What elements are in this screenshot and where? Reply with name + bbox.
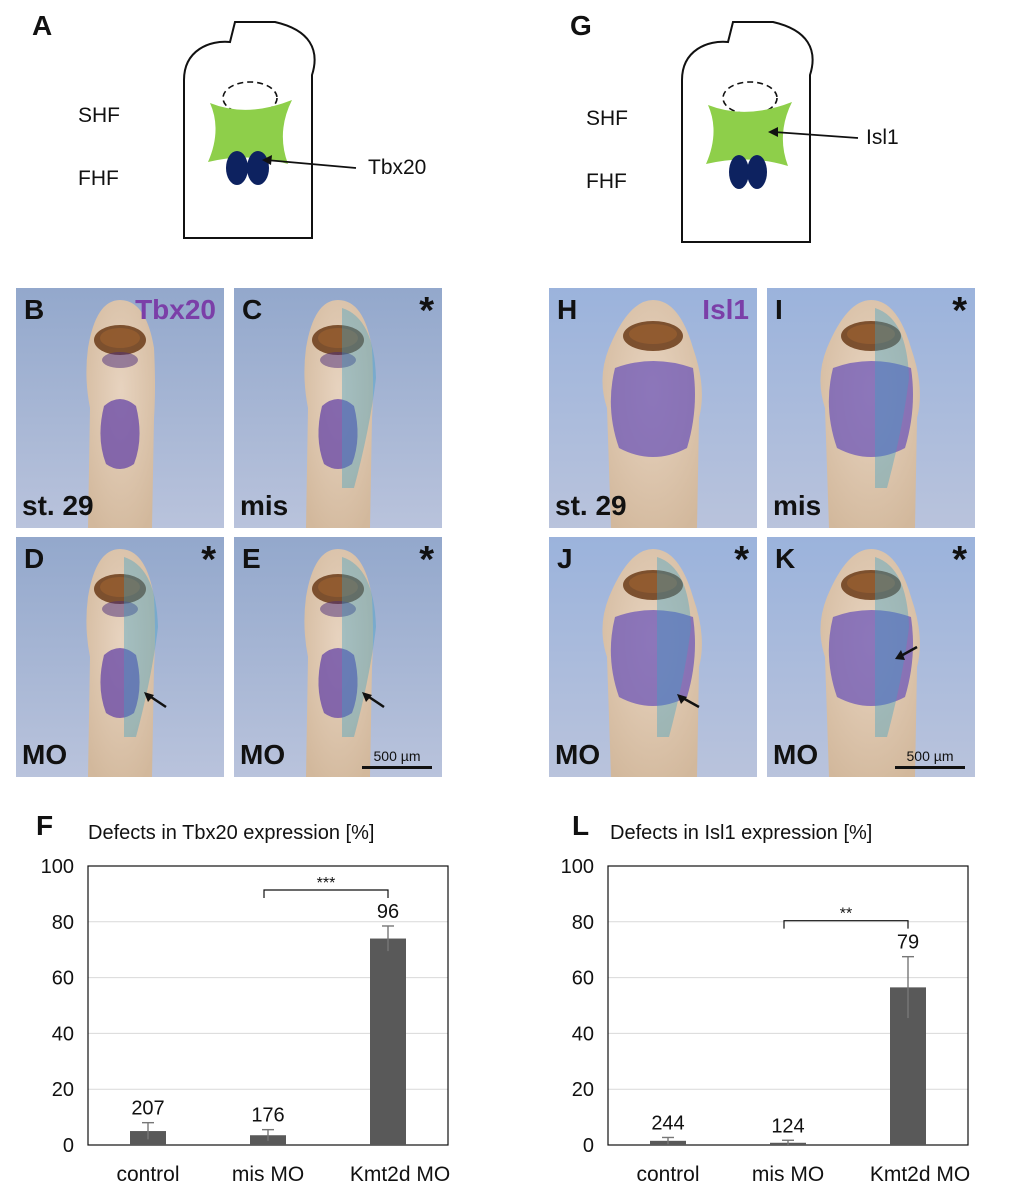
tbx20-arrow [265, 159, 357, 169]
panel-letter: K [775, 543, 796, 574]
asterisk-marker: * [201, 539, 216, 581]
asterisk-marker: * [952, 290, 967, 332]
significance-label: ** [840, 906, 852, 923]
panel-letter: E [242, 543, 261, 574]
panel-letter: C [242, 294, 263, 325]
shf-shape [706, 102, 792, 166]
x-category-label: Kmt2d MO [870, 1163, 970, 1186]
embryo-image [549, 288, 757, 528]
embryo-photo: E * MO 500 µm [234, 537, 442, 777]
condition-label: MO [555, 739, 601, 770]
y-tick-label: 60 [572, 968, 594, 990]
gene-name-label: Tbx20 [135, 294, 216, 325]
panel-letter: B [24, 294, 45, 325]
y-tick-label: 40 [572, 1023, 594, 1045]
embryo-schematic-isl1 [681, 21, 859, 243]
shf-shape [208, 100, 292, 164]
bar-count-label: 124 [771, 1115, 804, 1137]
gene-label-tbx20: Tbx20 [368, 156, 427, 179]
condition-label: MO [240, 739, 286, 770]
embryo-photo: B Tbx20 st. 29 [16, 288, 224, 528]
fhf-label: FHF [586, 170, 627, 193]
embryo-photo: I * mis [767, 288, 975, 528]
asterisk-marker: * [419, 539, 434, 581]
y-tick-label: 80 [572, 912, 594, 934]
scale-bar: 500 µm [895, 748, 965, 769]
condition-label: st. 29 [555, 490, 627, 521]
embryo-image [234, 288, 442, 528]
embryo-image [767, 288, 975, 528]
scale-bar-label: 500 µm [906, 748, 954, 764]
panel-letter-l: L [572, 810, 590, 841]
bar-count-label: 244 [651, 1112, 684, 1134]
fhf-label: FHF [78, 167, 119, 190]
bar-count-label: 96 [377, 901, 399, 923]
x-category-label: control [636, 1163, 699, 1186]
chart-title: Defects in Isl1 expression [%] [610, 822, 873, 844]
panel-letter: J [557, 543, 573, 574]
chart-isl1-defects: 0 20 40 60 80 100 244 control 124 mis MO 79 Kmt2d M… [561, 856, 971, 1186]
asterisk-marker: * [952, 539, 967, 581]
y-tick-label: 100 [41, 856, 74, 878]
fhf-shape [226, 151, 248, 185]
significance-bracket [263, 889, 389, 898]
y-tick-label: 100 [561, 856, 594, 878]
panel-letter: I [775, 294, 783, 325]
embryo-photo: D * MO [16, 537, 224, 777]
significance-label: *** [317, 875, 336, 892]
condition-label: mis [240, 490, 289, 521]
bar-count-label: 176 [251, 1105, 284, 1127]
scale-bar-label: 500 µm [373, 748, 421, 764]
panel-letter: H [557, 294, 578, 325]
panel-letter-a: A [32, 10, 53, 41]
condition-label: MO [773, 739, 819, 770]
y-tick-label: 80 [52, 912, 74, 934]
x-category-label: control [116, 1163, 179, 1186]
condition-label: MO [22, 739, 68, 770]
bar-count-label: 207 [131, 1098, 164, 1120]
embryo-image [16, 288, 224, 528]
embryo-photo: C * mis [234, 288, 442, 528]
embryo-image [16, 537, 224, 777]
x-category-label: Kmt2d MO [350, 1163, 450, 1186]
panel-letter-g: G [570, 10, 592, 41]
asterisk-marker: * [734, 539, 749, 581]
condition-label: mis [773, 490, 822, 521]
embryo-image [234, 537, 442, 777]
condition-label: st. 29 [22, 490, 94, 521]
scale-bar-line [362, 766, 432, 769]
panel-letter: D [24, 543, 45, 574]
embryo-photo: K * MO 500 µm [767, 537, 975, 777]
embryo-image [767, 537, 975, 777]
bar [370, 938, 406, 1145]
shf-label: SHF [78, 104, 120, 127]
asterisk-marker: * [419, 290, 434, 332]
isl1-arrow [773, 131, 859, 139]
y-tick-label: 0 [583, 1135, 594, 1157]
embryo-image [549, 537, 757, 777]
chart-tbx20-defects: 0 20 40 60 80 100 207 control 176 mis MO 96 Kmt2d M… [41, 856, 451, 1186]
fhf-shape [729, 155, 749, 189]
embryo-schematic-tbx20 [183, 21, 357, 239]
x-category-label: mis MO [752, 1163, 824, 1186]
chart-title: Defects in Tbx20 expression [%] [88, 822, 375, 844]
embryo-photo: H Isl1 st. 29 [549, 288, 757, 528]
embryo-photo: J * MO [549, 537, 757, 777]
panel-letter-f: F [36, 810, 54, 841]
bar-count-label: 79 [897, 932, 919, 954]
gene-name-label: Isl1 [702, 294, 749, 325]
x-category-label: mis MO [232, 1163, 304, 1186]
significance-bracket [783, 920, 909, 929]
scale-bar: 500 µm [362, 748, 432, 769]
shf-label: SHF [586, 107, 628, 130]
y-tick-label: 60 [52, 968, 74, 990]
y-tick-label: 20 [52, 1079, 74, 1101]
scale-bar-line [895, 766, 965, 769]
y-tick-label: 40 [52, 1023, 74, 1045]
y-tick-label: 20 [572, 1079, 594, 1101]
y-tick-label: 0 [63, 1135, 74, 1157]
gene-label-isl1: Isl1 [866, 126, 899, 149]
